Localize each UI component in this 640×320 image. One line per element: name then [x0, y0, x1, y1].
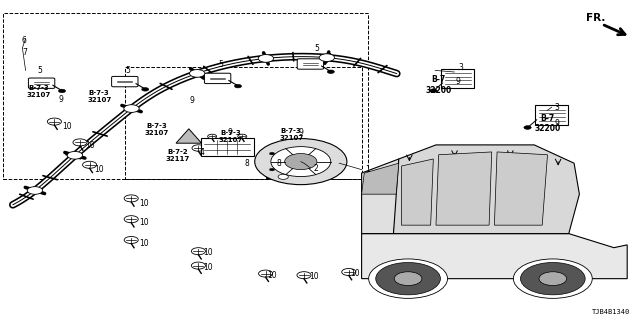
Circle shape — [238, 134, 247, 139]
Text: 3: 3 — [458, 63, 463, 72]
Circle shape — [297, 272, 311, 279]
Text: 10: 10 — [139, 199, 149, 208]
Text: 5: 5 — [218, 60, 223, 68]
Circle shape — [207, 134, 216, 139]
Circle shape — [269, 168, 275, 171]
Text: 9: 9 — [455, 77, 460, 86]
Circle shape — [191, 262, 205, 269]
Circle shape — [285, 154, 317, 170]
Text: 9: 9 — [58, 95, 63, 104]
Circle shape — [73, 139, 87, 146]
Circle shape — [524, 126, 531, 129]
Circle shape — [430, 89, 437, 92]
Text: 10: 10 — [203, 263, 213, 272]
Text: 8: 8 — [244, 159, 249, 168]
FancyBboxPatch shape — [442, 68, 474, 88]
Text: B-7
32200: B-7 32200 — [425, 75, 452, 95]
Text: 9: 9 — [554, 119, 559, 128]
Circle shape — [124, 195, 138, 202]
Circle shape — [83, 161, 97, 168]
Text: B-7-3
32107: B-7-3 32107 — [218, 130, 243, 143]
Circle shape — [192, 145, 205, 151]
Text: B-7
32200: B-7 32200 — [534, 114, 561, 133]
Text: 10: 10 — [350, 269, 360, 278]
Bar — [125, 67, 362, 179]
Polygon shape — [494, 152, 548, 225]
Polygon shape — [362, 234, 627, 279]
Text: 4: 4 — [199, 148, 204, 156]
Text: 9: 9 — [228, 128, 233, 137]
Circle shape — [269, 152, 275, 155]
Text: 10: 10 — [94, 165, 104, 174]
Circle shape — [319, 54, 335, 61]
Circle shape — [327, 70, 334, 74]
Text: 5: 5 — [125, 66, 131, 75]
Text: 10: 10 — [62, 122, 72, 131]
Circle shape — [124, 216, 138, 223]
Polygon shape — [362, 159, 399, 234]
FancyBboxPatch shape — [297, 59, 324, 69]
Circle shape — [124, 236, 138, 244]
FancyBboxPatch shape — [536, 105, 568, 125]
Circle shape — [278, 174, 288, 179]
Circle shape — [513, 259, 592, 298]
Polygon shape — [394, 145, 579, 234]
Text: 10: 10 — [308, 272, 319, 281]
Circle shape — [259, 55, 274, 62]
Circle shape — [47, 118, 61, 125]
Text: 8: 8 — [276, 159, 281, 168]
Text: B-7-3
32107: B-7-3 32107 — [87, 90, 111, 103]
Circle shape — [58, 89, 65, 93]
Bar — [266, 148, 301, 179]
Polygon shape — [436, 152, 492, 225]
Circle shape — [376, 262, 440, 295]
Text: 9: 9 — [298, 128, 303, 137]
Text: 9: 9 — [189, 96, 195, 105]
Circle shape — [189, 69, 205, 77]
Circle shape — [259, 270, 273, 277]
Text: 5: 5 — [37, 66, 42, 75]
Circle shape — [394, 272, 422, 285]
Circle shape — [369, 259, 447, 298]
Text: TJB4B1340: TJB4B1340 — [592, 309, 630, 315]
Circle shape — [141, 88, 148, 91]
Text: 10: 10 — [84, 141, 95, 150]
Text: B-7-3
32107: B-7-3 32107 — [145, 123, 169, 136]
FancyBboxPatch shape — [28, 78, 55, 88]
Text: 3: 3 — [554, 103, 559, 112]
Circle shape — [234, 84, 241, 88]
Text: B-7-2
32117: B-7-2 32117 — [166, 149, 190, 162]
Text: 1: 1 — [365, 165, 371, 174]
Text: B-7-3
32107: B-7-3 32107 — [26, 85, 51, 98]
Text: 10: 10 — [139, 239, 149, 248]
Text: 10: 10 — [203, 248, 213, 257]
Text: 2: 2 — [313, 164, 318, 172]
FancyBboxPatch shape — [201, 139, 253, 156]
Circle shape — [67, 151, 83, 159]
Circle shape — [255, 139, 347, 185]
Circle shape — [342, 268, 356, 276]
Polygon shape — [176, 129, 202, 143]
Circle shape — [124, 105, 140, 112]
Text: 10: 10 — [267, 271, 277, 280]
FancyBboxPatch shape — [111, 76, 138, 87]
Text: FR.: FR. — [586, 12, 605, 23]
Text: 6: 6 — [22, 36, 27, 44]
Bar — [3, 13, 368, 179]
Circle shape — [539, 272, 566, 285]
Polygon shape — [362, 163, 399, 194]
Circle shape — [271, 147, 331, 177]
Circle shape — [28, 187, 43, 194]
Text: 7: 7 — [22, 48, 27, 57]
Circle shape — [191, 248, 205, 255]
FancyBboxPatch shape — [204, 73, 231, 84]
Polygon shape — [401, 159, 433, 225]
Text: 5: 5 — [314, 44, 319, 52]
Circle shape — [520, 262, 585, 295]
Text: B-7-3
32107: B-7-3 32107 — [279, 128, 303, 141]
Text: 10: 10 — [139, 218, 149, 227]
